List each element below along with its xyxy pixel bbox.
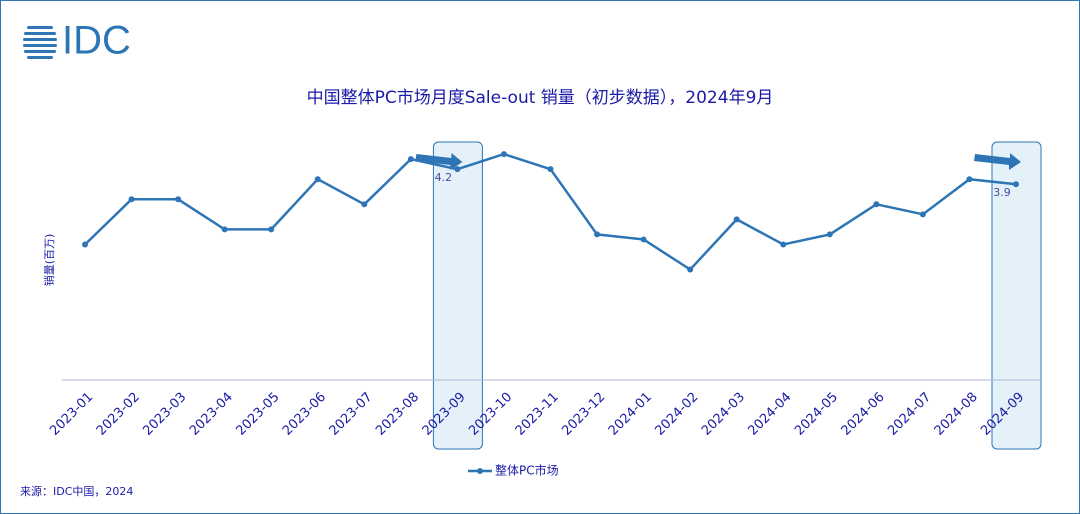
legend-label: 整体PC市场 xyxy=(495,463,559,478)
point xyxy=(966,176,973,183)
point xyxy=(454,166,461,173)
point xyxy=(82,241,88,248)
logo-mark xyxy=(23,26,57,59)
trend-arrow xyxy=(974,153,1021,170)
y-axis-label: 销量(百万) xyxy=(42,234,56,287)
highlight-box xyxy=(432,141,483,450)
point xyxy=(547,166,554,173)
point xyxy=(128,196,135,203)
point xyxy=(733,216,740,223)
point xyxy=(1013,181,1019,188)
point xyxy=(687,266,694,273)
point xyxy=(407,156,414,163)
point xyxy=(268,226,275,233)
point xyxy=(873,201,880,208)
chart-title: 中国整体PC市场月度Sale-out 销量（初步数据），2024年9月 xyxy=(307,88,774,108)
highlight-box xyxy=(991,141,1042,450)
point xyxy=(594,231,601,238)
point xyxy=(780,241,787,248)
point xyxy=(919,211,926,218)
data-label: 4.2 xyxy=(435,171,453,184)
point xyxy=(500,151,507,158)
point xyxy=(314,176,321,183)
point xyxy=(361,201,368,208)
legend-marker xyxy=(477,468,483,474)
point xyxy=(640,236,647,243)
source: 来源：IDC中国，2024 xyxy=(20,484,133,498)
point xyxy=(221,226,228,233)
point xyxy=(175,196,182,203)
point xyxy=(826,231,833,238)
data-label: 3.9 xyxy=(993,186,1011,199)
logo: IDC xyxy=(62,19,131,63)
trend-arrow xyxy=(415,153,463,170)
